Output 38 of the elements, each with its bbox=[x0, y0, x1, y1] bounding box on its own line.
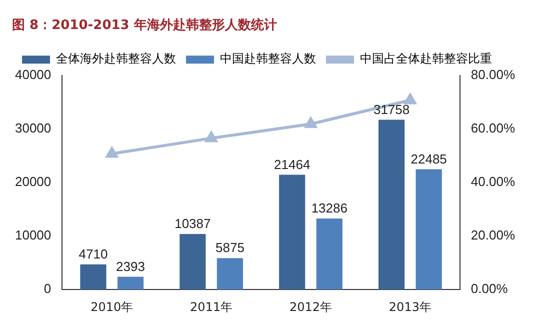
legend-label: 全体海外赴韩整容人数 bbox=[56, 52, 176, 66]
data-label: 21464 bbox=[274, 156, 310, 172]
chart-title: 图 8：2010-2013 年海外赴韩整形人数统计 bbox=[12, 17, 277, 34]
x-tick-label: 2011年 bbox=[190, 300, 233, 314]
y-tick-label: 40000 bbox=[14, 67, 52, 82]
y2-tick-label: 0.00% bbox=[470, 281, 508, 296]
bar bbox=[80, 264, 106, 290]
bar bbox=[416, 169, 442, 290]
data-label: 10387 bbox=[174, 216, 211, 232]
data-label: 31758 bbox=[373, 102, 410, 117]
point bbox=[304, 118, 317, 128]
data-label: 22485 bbox=[410, 151, 447, 166]
data-label: 2393 bbox=[116, 258, 145, 274]
x-tick-label: 2013年 bbox=[388, 300, 432, 314]
y-tick-label: 20000 bbox=[14, 174, 52, 190]
data-label: 13286 bbox=[311, 200, 348, 216]
legend-label: 中国赴韩整容人数 bbox=[220, 52, 316, 66]
point bbox=[205, 132, 218, 142]
point bbox=[404, 94, 416, 104]
y-tick-label: 10000 bbox=[14, 228, 52, 243]
data-label: 4710 bbox=[78, 246, 108, 262]
y2-tick-label: 60.00% bbox=[470, 120, 516, 136]
x-tick-label: 2010年 bbox=[90, 300, 134, 314]
bar bbox=[316, 218, 342, 290]
bar bbox=[117, 276, 144, 290]
point bbox=[106, 147, 118, 158]
x-tick-label: 2012年 bbox=[289, 300, 332, 314]
y2-tick-label: 40.00% bbox=[470, 174, 516, 190]
y2-tick-label: 80.00% bbox=[470, 67, 516, 82]
legend-label: 中国占全体赴韩整容比重 bbox=[360, 52, 492, 66]
y2-tick-label: 20.00% bbox=[470, 228, 516, 243]
bar bbox=[180, 234, 206, 290]
data-label: 5875 bbox=[215, 240, 244, 256]
y-tick-label: 30000 bbox=[14, 120, 52, 136]
y-tick-label: 0 bbox=[44, 281, 52, 296]
bar bbox=[378, 120, 405, 290]
bar bbox=[279, 174, 306, 290]
bar bbox=[216, 258, 244, 290]
